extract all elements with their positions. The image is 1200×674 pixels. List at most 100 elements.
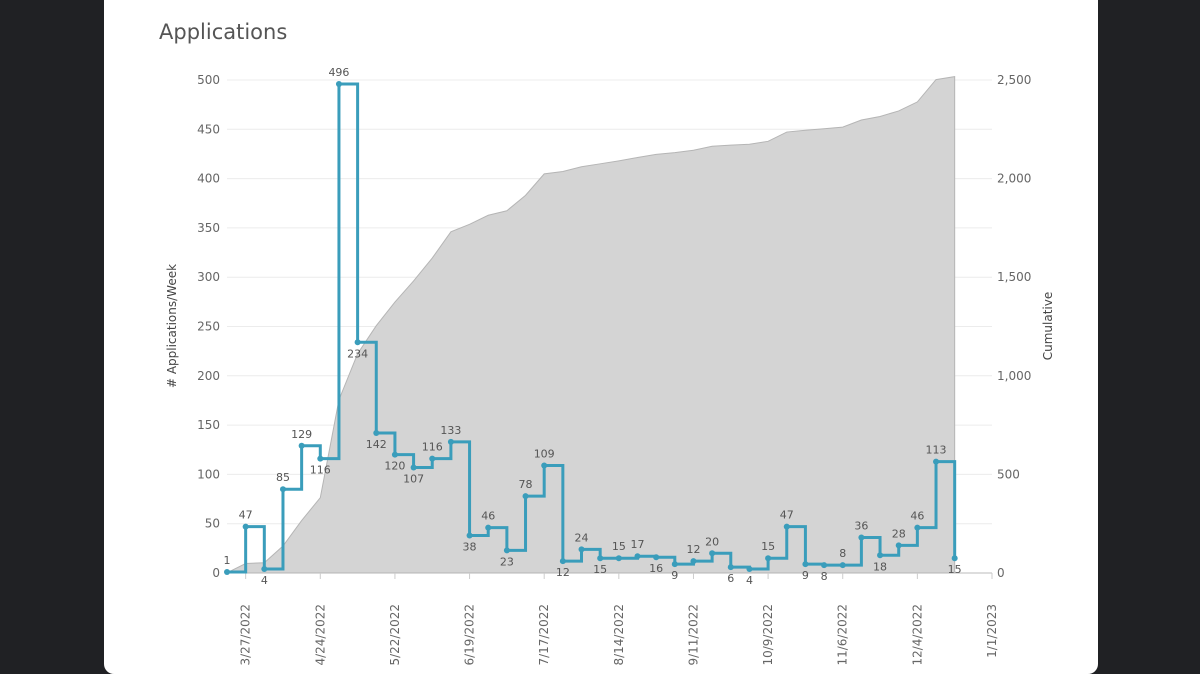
data-point: [429, 455, 436, 462]
data-label: 15: [612, 540, 626, 553]
data-label: 12: [686, 543, 700, 556]
data-labels: 1474851291164962341421201071161333846237…: [224, 66, 962, 587]
data-label: 116: [310, 464, 331, 477]
cumulative-area: [226, 76, 956, 574]
x-tick-label: 6/19/2022: [463, 604, 477, 666]
y-tick-label: 400: [197, 172, 220, 186]
data-label: 1: [224, 554, 231, 567]
data-point: [877, 552, 884, 559]
y2-tick-label: 1,500: [997, 270, 1031, 284]
data-label: 17: [630, 538, 644, 551]
data-label: 18: [873, 560, 887, 573]
data-label: 142: [366, 438, 387, 451]
chart-title: Applications: [159, 20, 288, 44]
data-label: 16: [649, 562, 663, 575]
data-point: [391, 451, 398, 458]
y-axis-right: 0 500 1,000 1,500 2,000 2,500: [997, 73, 1031, 580]
data-point: [821, 562, 828, 569]
data-label: 15: [761, 540, 775, 553]
data-point: [746, 566, 753, 573]
data-point: [410, 464, 417, 471]
y-tick-label: 50: [205, 517, 220, 531]
data-point: [933, 458, 940, 465]
data-point: [709, 550, 716, 557]
y-tick-label: 450: [197, 122, 220, 136]
data-label: 47: [780, 509, 794, 522]
y2-tick-label: 500: [997, 467, 1020, 481]
data-point: [261, 566, 268, 573]
data-point: [839, 562, 846, 569]
data-label: 8: [839, 547, 846, 560]
x-tick-label: 11/6/2022: [836, 604, 850, 666]
data-point: [373, 429, 380, 436]
data-label: 78: [519, 478, 533, 491]
data-point: [690, 558, 697, 565]
data-point: [298, 442, 305, 449]
data-label: 24: [575, 531, 589, 544]
data-point: [242, 523, 249, 530]
data-point: [447, 438, 454, 445]
data-label: 4: [746, 574, 753, 587]
data-label: 116: [422, 441, 443, 454]
data-point: [727, 564, 734, 571]
y-axis-left: 0 50 100 150 200 250 300 350 400 450 500: [197, 73, 220, 580]
data-label: 12: [556, 566, 570, 579]
data-point: [335, 80, 342, 87]
x-tick-label: 3/27/2022: [239, 604, 253, 666]
data-point: [858, 534, 865, 541]
data-point: [615, 555, 622, 562]
y2-tick-label: 2,000: [997, 172, 1031, 186]
data-point: [317, 455, 324, 462]
y-axis-title: # Applications/Week: [165, 264, 179, 388]
data-point: [485, 524, 492, 531]
data-point: [765, 555, 772, 562]
y-tick-label: 150: [197, 418, 220, 432]
data-label: 36: [854, 520, 868, 533]
y2-tick-label: 2,500: [997, 73, 1031, 87]
y-tick-label: 250: [197, 320, 220, 334]
x-tick-label: 8/14/2022: [612, 604, 626, 666]
data-point: [354, 339, 361, 346]
y-tick-label: 350: [197, 221, 220, 235]
data-point: [559, 558, 566, 565]
data-label: 9: [671, 569, 678, 582]
data-label: 15: [948, 563, 962, 576]
y-tick-label: 200: [197, 369, 220, 383]
data-point: [503, 547, 510, 554]
data-label: 234: [347, 347, 368, 360]
data-label: 120: [384, 460, 405, 473]
weekly-points: [224, 80, 958, 576]
data-point: [466, 532, 473, 539]
x-tick-label: 10/9/2022: [761, 604, 775, 666]
data-label: 23: [500, 555, 514, 568]
y2-tick-label: 0: [997, 566, 1005, 580]
y2-tick-label: 1,000: [997, 369, 1031, 383]
data-label: 113: [926, 444, 947, 457]
x-tick-label: 7/17/2022: [537, 604, 551, 666]
data-label: 38: [463, 541, 477, 554]
y-tick-label: 0: [212, 566, 220, 580]
x-tick-label: 12/4/2022: [910, 604, 924, 666]
data-label: 9: [802, 569, 809, 582]
data-label: 46: [910, 510, 924, 523]
data-point: [224, 569, 230, 576]
data-point: [522, 493, 529, 500]
data-label: 85: [276, 471, 290, 484]
y-tick-label: 500: [197, 73, 220, 87]
x-tick-label: 4/24/2022: [313, 604, 327, 666]
data-point: [895, 542, 902, 549]
data-point: [597, 555, 604, 562]
data-label: 107: [403, 472, 424, 485]
data-label: 109: [534, 448, 555, 461]
data-point: [541, 462, 548, 469]
x-tick-label: 5/22/2022: [388, 604, 402, 666]
data-point: [653, 554, 660, 561]
x-tick-label: 1/1/2023: [985, 604, 999, 658]
data-label: 6: [727, 572, 734, 585]
x-tick-label: 9/11/2022: [686, 604, 700, 666]
data-label: 133: [440, 424, 461, 437]
data-point: [634, 553, 641, 560]
data-point: [914, 524, 921, 531]
data-label: 15: [593, 563, 607, 576]
